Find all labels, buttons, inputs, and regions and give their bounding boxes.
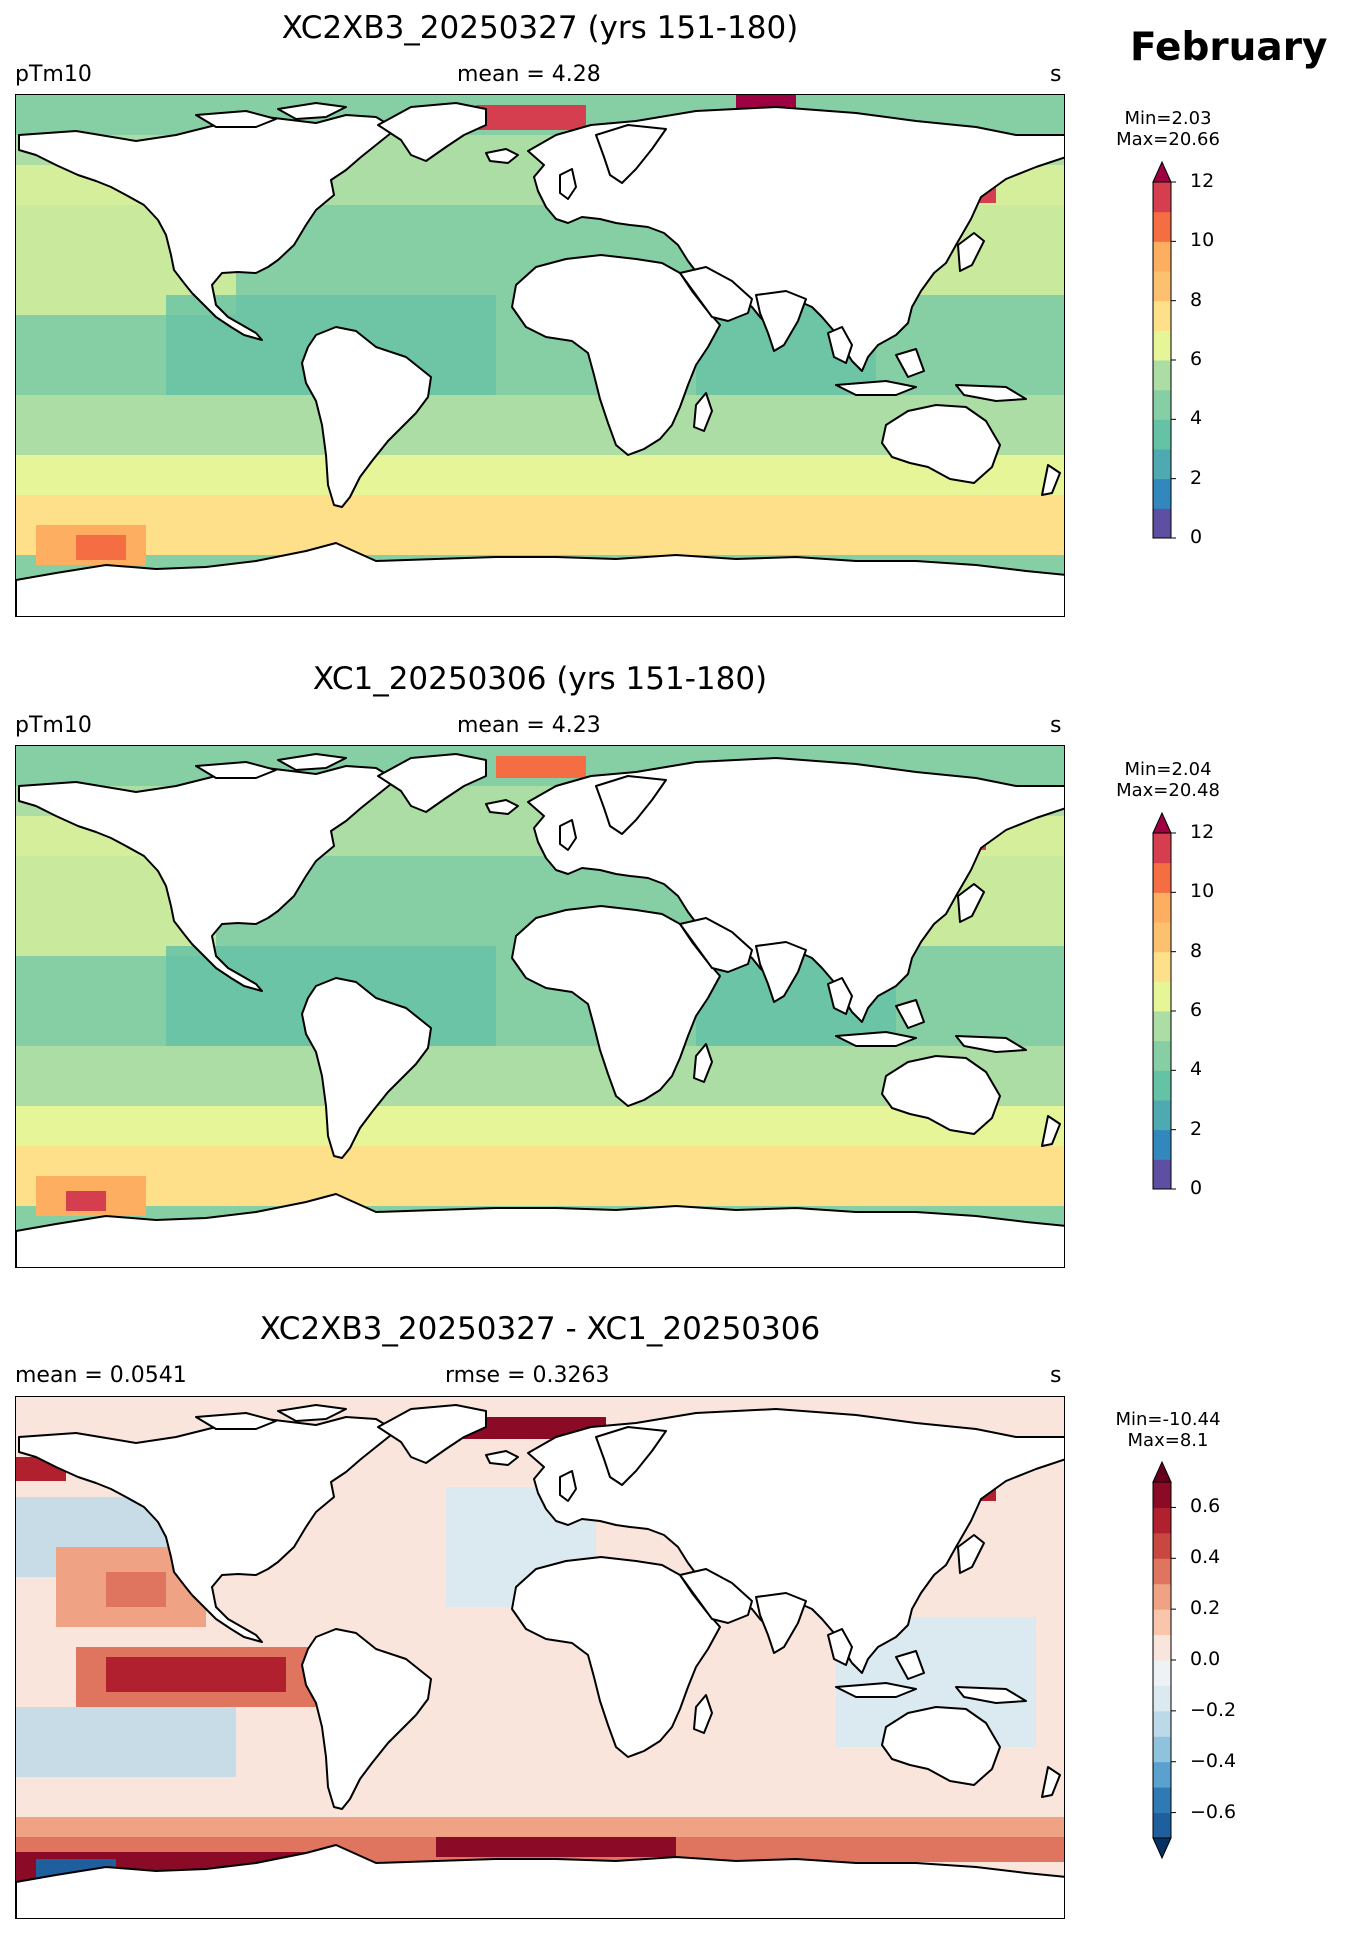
colorbar-segment xyxy=(1153,1129,1171,1160)
colorbar-tick-label: 4 xyxy=(1190,407,1203,430)
colorbar xyxy=(1152,1460,1176,1860)
colorbar-segment xyxy=(1153,862,1171,893)
colorbar-tick-label: −0.2 xyxy=(1190,1698,1237,1721)
colorbar-segment xyxy=(1153,478,1171,509)
mean-label: mean = 4.23 xyxy=(457,713,601,738)
colorbar-tick-label: 2 xyxy=(1190,1117,1203,1140)
mean-label: mean = 4.28 xyxy=(457,62,601,87)
colorbar-tick-label: 12 xyxy=(1190,170,1215,192)
panel-title: XC2XB3_20250327 (yrs 151-180) xyxy=(281,10,799,46)
colorbar-segment xyxy=(1153,1159,1171,1190)
colorbar-extend-over xyxy=(1152,811,1172,834)
colorbar-segment xyxy=(1153,1558,1171,1585)
colorbar-extend-over xyxy=(1152,160,1172,183)
colorbar-segment xyxy=(1153,300,1171,331)
colorbar-segment xyxy=(1153,182,1171,213)
max-label: Max=20.48 xyxy=(1116,780,1220,801)
colorbar-tick-label: 6 xyxy=(1190,348,1203,370)
colorbar-segment xyxy=(1153,1011,1171,1042)
colorbar-segment xyxy=(1153,1736,1171,1763)
colorbar-tick-label: 10 xyxy=(1190,880,1215,903)
colorbar-segment xyxy=(1153,330,1171,361)
colorbar-extend-under xyxy=(1152,1837,1172,1860)
colorbar-segment xyxy=(1153,271,1171,302)
colorbar-segment xyxy=(1153,951,1171,982)
variable-label: pTm10 xyxy=(15,62,92,87)
colorbar-segment xyxy=(1153,1070,1171,1101)
colorbar-segment xyxy=(1153,1634,1171,1661)
min-label: Min=-10.44 xyxy=(1115,1409,1221,1430)
variable-label: pTm10 xyxy=(15,713,92,738)
colorbar-tick-label: 0.0 xyxy=(1190,1648,1221,1670)
colorbar-segment xyxy=(1153,211,1171,242)
colorbar-segment xyxy=(1153,419,1171,450)
rmse-label: rmse = 0.3263 xyxy=(445,1363,610,1388)
colorbar-tick-label: 0.2 xyxy=(1190,1597,1221,1620)
colorbar-segment xyxy=(1153,1507,1171,1534)
world-map xyxy=(16,1397,1064,1918)
min-label: Min=2.03 xyxy=(1124,108,1212,129)
colorbar xyxy=(1152,160,1176,539)
colorbar-segment xyxy=(1153,1660,1171,1686)
colorbar-extend-over xyxy=(1152,1460,1172,1483)
units-label: s xyxy=(1050,1363,1062,1388)
colorbar-segment xyxy=(1153,389,1171,420)
map-plot xyxy=(15,94,1065,617)
colorbar-segment xyxy=(1153,1685,1171,1712)
panel-title: XC1_20250306 (yrs 151-180) xyxy=(312,661,768,697)
colorbar-tick-label: 4 xyxy=(1190,1058,1203,1081)
colorbar-segment xyxy=(1153,1609,1171,1636)
colorbar-tick-label: 2 xyxy=(1190,466,1203,489)
colorbar-tick-label: −0.4 xyxy=(1190,1749,1237,1772)
colorbar-segment xyxy=(1153,1100,1171,1131)
colorbar-tick-label: 12 xyxy=(1190,821,1215,843)
colorbar-segment xyxy=(1153,922,1171,953)
colorbar-tick-label: 6 xyxy=(1190,999,1203,1021)
colorbar-tick-label: 8 xyxy=(1190,939,1203,962)
units-label: s xyxy=(1050,62,1062,87)
units-label: s xyxy=(1050,713,1062,738)
colorbar-tick-label: −0.6 xyxy=(1190,1800,1237,1823)
colorbar-segment xyxy=(1153,981,1171,1012)
colorbar-segment xyxy=(1153,1710,1171,1737)
max-label: Max=8.1 xyxy=(1127,1430,1209,1451)
month-title: February xyxy=(1130,25,1328,70)
colorbar-tick-label: 10 xyxy=(1190,229,1215,252)
colorbar-segment xyxy=(1153,1532,1171,1559)
panel-title: XC2XB3_20250327 - XC1_20250306 xyxy=(259,1311,821,1347)
colorbar-segment xyxy=(1153,449,1171,480)
colorbar-segment xyxy=(1153,892,1171,923)
colorbar-segment xyxy=(1153,1761,1171,1788)
colorbar-segment xyxy=(1153,1583,1171,1610)
colorbar-segment xyxy=(1153,1812,1171,1839)
colorbar-tick-label: 0 xyxy=(1190,1177,1203,1199)
colorbar-tick-label: 0 xyxy=(1190,526,1203,548)
colorbar-tick-label: 8 xyxy=(1190,288,1203,311)
colorbar xyxy=(1152,811,1176,1190)
world-map xyxy=(16,95,1064,616)
colorbar-segment xyxy=(1153,508,1171,539)
min-label: Min=2.04 xyxy=(1124,759,1212,780)
colorbar-tick-label: 0.4 xyxy=(1190,1546,1221,1569)
world-map xyxy=(16,746,1064,1267)
max-label: Max=20.66 xyxy=(1116,129,1220,150)
colorbar-segment xyxy=(1153,1482,1171,1508)
mean-label: mean = 0.0541 xyxy=(15,1363,187,1388)
colorbar-tick-label: 0.6 xyxy=(1190,1495,1221,1518)
colorbar-segment xyxy=(1153,833,1171,864)
colorbar-segment xyxy=(1153,241,1171,272)
map-plot xyxy=(15,1396,1065,1919)
colorbar-segment xyxy=(1153,1040,1171,1071)
colorbar-segment xyxy=(1153,1787,1171,1814)
colorbar-segment xyxy=(1153,360,1171,391)
map-plot xyxy=(15,745,1065,1268)
